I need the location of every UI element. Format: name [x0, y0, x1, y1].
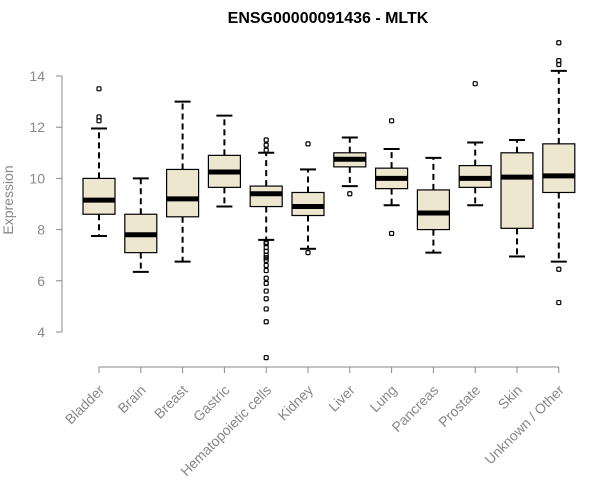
x-tick-label: Prostate	[435, 382, 483, 430]
box	[500, 152, 534, 229]
y-tick-label: 4	[37, 324, 45, 340]
x-tick-label: Unknown / Other	[481, 382, 567, 468]
outlier-point	[389, 230, 395, 237]
y-axis-label: Expression	[0, 165, 16, 234]
x-tick-label: Bladder	[62, 382, 108, 428]
outlier-point	[263, 275, 269, 281]
box-group	[166, 100, 200, 263]
box-group	[249, 137, 283, 361]
x-tick-label: Lung	[366, 382, 399, 415]
outlier-point	[472, 81, 478, 87]
box-group	[500, 139, 534, 258]
outlier-point	[263, 319, 269, 325]
box-group	[416, 156, 450, 254]
box-group	[375, 118, 409, 237]
outlier-point	[96, 86, 102, 92]
box-group	[458, 81, 492, 207]
x-tick-label: Breast	[151, 382, 191, 422]
y-tick-label: 6	[37, 273, 45, 289]
outlier-point	[556, 40, 562, 46]
box-group	[291, 141, 325, 256]
outlier-point	[556, 299, 562, 306]
y-tick-label: 8	[37, 222, 45, 238]
outlier-point	[305, 250, 311, 256]
outlier-point	[263, 255, 269, 261]
x-tick-label: Skin	[495, 382, 526, 413]
boxes-group	[82, 40, 576, 361]
y-tick-label: 14	[29, 68, 45, 84]
box	[291, 191, 325, 217]
y-tick-label: 10	[29, 170, 45, 186]
outlier-point	[263, 137, 269, 143]
y-axis: 4 6 8 10 12 14	[29, 68, 63, 340]
box-group	[542, 40, 576, 306]
box-group	[124, 177, 158, 273]
outlier-point	[263, 288, 269, 294]
outlier-point	[556, 266, 562, 272]
outlier-point	[389, 118, 395, 124]
box	[82, 177, 116, 215]
outlier-point	[263, 306, 269, 312]
box	[542, 143, 576, 194]
outlier-point	[263, 296, 269, 302]
box-group	[82, 86, 116, 237]
outlier-point	[263, 257, 269, 263]
chart-title: ENSG00000091436 - MLTK	[228, 10, 429, 27]
outlier-point	[263, 267, 269, 274]
x-tick-label: Liver	[325, 382, 358, 415]
y-tick-label: 12	[29, 119, 45, 135]
outlier-point	[263, 239, 269, 245]
x-tick-label: Kidney	[275, 382, 317, 424]
outlier-point	[347, 191, 353, 197]
outlier-point	[263, 280, 269, 286]
outlier-point	[556, 58, 562, 64]
x-tick-label: Brain	[114, 382, 148, 416]
outlier-point	[263, 355, 269, 361]
outlier-point	[305, 141, 311, 147]
box-group	[207, 114, 241, 208]
outlier-point	[263, 147, 269, 153]
box	[166, 168, 200, 218]
box	[249, 185, 283, 208]
outlier-point	[263, 262, 269, 269]
outlier-point	[96, 114, 102, 120]
box	[416, 189, 450, 231]
outlier-point	[263, 142, 269, 148]
box-group	[333, 136, 367, 197]
